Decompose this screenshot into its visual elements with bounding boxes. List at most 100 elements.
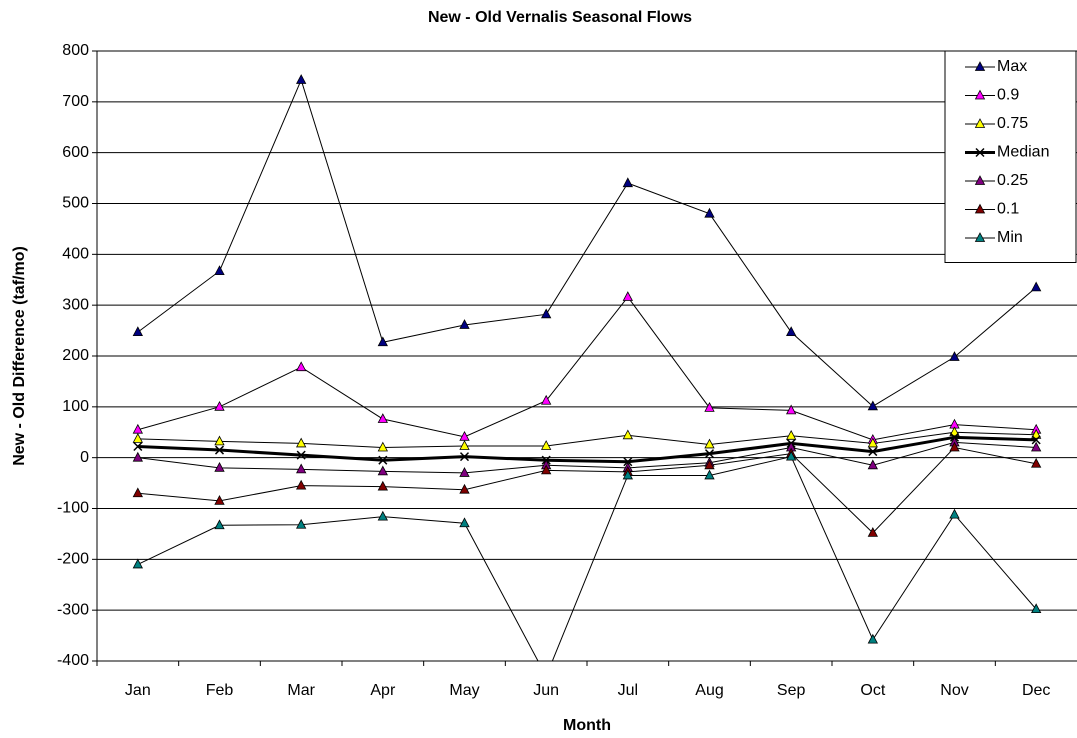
data-point — [867, 437, 878, 448]
series-line — [137, 435, 1037, 464]
data-point — [296, 74, 307, 84]
data-point — [1031, 441, 1042, 452]
data-point — [1031, 435, 1041, 445]
x-tick-label: Sep — [777, 682, 806, 699]
y-tick-label: 400 — [62, 246, 89, 263]
data-point — [704, 207, 715, 218]
y-tick-label: -100 — [57, 500, 89, 517]
y-tick-label: 0 — [80, 449, 89, 466]
x-tick-label: Dec — [1022, 682, 1050, 699]
legend-marker — [974, 203, 986, 214]
series-line — [137, 446, 1037, 534]
data-point — [541, 464, 552, 475]
data-point — [214, 265, 225, 276]
data-point — [949, 426, 960, 437]
x-tick-label: Jun — [533, 682, 559, 699]
y-tick-label: 300 — [62, 296, 89, 313]
series-line — [137, 296, 1037, 441]
data-point — [867, 633, 878, 644]
y-axis-label: New - Old Difference (taf/mo) — [11, 246, 28, 466]
data-point — [296, 518, 307, 529]
data-point — [377, 465, 388, 476]
data-point — [132, 487, 143, 498]
y-tick-label: -400 — [57, 652, 89, 669]
data-point — [1031, 281, 1042, 292]
x-tick-label: Jan — [125, 682, 151, 699]
legend-marker — [974, 61, 986, 71]
data-point — [541, 394, 552, 405]
x-axis-label: Month — [563, 717, 611, 734]
data-point — [377, 413, 388, 423]
data-point — [132, 558, 143, 569]
data-point — [377, 336, 388, 347]
data-point — [214, 445, 225, 455]
data-point — [623, 457, 633, 467]
x-tick-label: Nov — [940, 682, 968, 699]
data-point — [704, 401, 715, 412]
data-point — [704, 469, 715, 480]
y-tick-label: 100 — [62, 398, 89, 415]
data-point — [459, 440, 470, 450]
y-tick-label: 500 — [62, 195, 89, 212]
legend-marker — [975, 147, 985, 158]
data-point — [459, 319, 470, 329]
legend-marker — [974, 232, 986, 242]
data-point — [622, 177, 633, 188]
data-point — [377, 510, 388, 521]
data-point — [786, 450, 797, 461]
data-point — [949, 351, 960, 361]
grid: -400 -300 -200 -100 0 100 200 300 400 500 600 700 80… — [57, 42, 1077, 699]
x-tick-label: Mar — [287, 682, 315, 699]
x-tick-label: Aug — [695, 682, 723, 699]
data-point — [214, 519, 225, 530]
data-point — [133, 441, 143, 452]
x-tick-label: May — [449, 682, 479, 699]
legend-label: 0.25 — [997, 172, 1028, 189]
legend-label: 0.1 — [997, 201, 1019, 218]
y-tick-label: 600 — [62, 144, 89, 161]
data-point — [214, 461, 225, 472]
data-point — [296, 463, 307, 474]
data-point — [459, 517, 470, 528]
data-point — [378, 455, 388, 465]
data-point — [541, 440, 552, 450]
series-line — [137, 441, 1037, 474]
data-point — [704, 438, 715, 449]
legend: Max 0.9 0.75 Median 0.25 0.1 Min — [944, 50, 1077, 263]
data-point — [786, 326, 797, 337]
x-tick-label: Oct — [860, 682, 885, 699]
data-point — [377, 480, 388, 491]
data-point — [867, 459, 878, 470]
data-point — [868, 447, 878, 457]
data-point — [132, 451, 143, 462]
series-line — [137, 456, 1037, 661]
series-line — [137, 431, 1037, 449]
legend-label: 0.9 — [997, 87, 1019, 104]
y-tick-label: 800 — [62, 42, 89, 59]
data-point — [214, 495, 225, 505]
legend-label: 0.75 — [997, 115, 1028, 132]
data-point — [622, 469, 633, 480]
legend-label: Median — [997, 144, 1049, 161]
data-point — [949, 508, 960, 519]
y-tick-label: -300 — [57, 601, 89, 618]
data-point — [296, 437, 307, 448]
data-point — [459, 452, 470, 462]
legend-label: Min — [997, 229, 1023, 246]
data-point — [949, 441, 960, 452]
legend-label: Max — [997, 58, 1027, 75]
data-point — [786, 404, 797, 415]
data-point — [1031, 603, 1042, 614]
series-line — [137, 78, 1037, 407]
data-point — [459, 467, 470, 477]
data-point — [542, 671, 551, 680]
data-point — [377, 441, 388, 452]
x-tick-label: Apr — [370, 682, 396, 699]
legend-marker — [974, 175, 986, 185]
legend-marker — [974, 89, 986, 100]
data-point — [214, 435, 225, 446]
data-point — [296, 479, 307, 490]
data-point — [541, 308, 552, 319]
chart-title: New - Old Vernalis Seasonal Flows — [428, 9, 692, 26]
